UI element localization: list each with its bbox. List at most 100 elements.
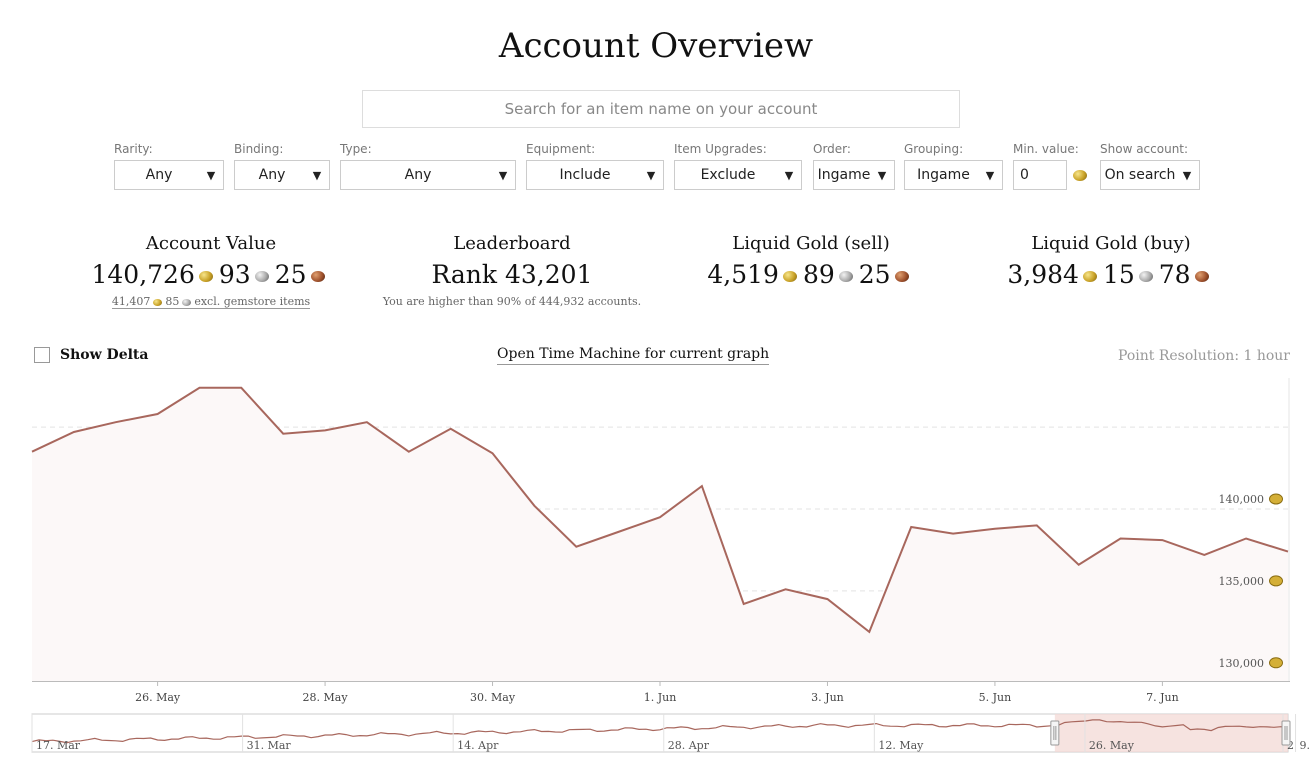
rarity-filter: Rarity: Any ▼ (114, 142, 224, 190)
time-machine-link[interactable]: Open Time Machine for current graph (497, 346, 770, 365)
liquid-gold-buy-amount: 3,984 15 78 (961, 260, 1261, 289)
filter-label: Show account: (1100, 142, 1189, 156)
chevron-down-icon: ▼ (646, 168, 656, 182)
navigator-tick-label: 2 (1287, 739, 1294, 752)
chevron-down-icon: ▼ (1182, 168, 1192, 182)
y-tick-text: 140,000 (1219, 493, 1265, 506)
gold-coin-icon (198, 271, 213, 282)
binding-select[interactable]: Any ▼ (234, 160, 330, 190)
show-delta-toggle[interactable]: Show Delta (34, 347, 148, 363)
x-tick-label: 1. Jun (644, 691, 677, 704)
y-tick-text: 130,000 (1219, 657, 1265, 670)
min-value-filter: Min. value: 0 (1013, 142, 1087, 190)
binding-filter: Binding: Any ▼ (234, 142, 330, 190)
excl-gemstore-link[interactable]: 41,407 85 excl. gemstore items (111, 295, 311, 309)
account-value-amount: 140,726 93 25 (61, 260, 361, 289)
order-filter: Order: Ingame ▼ (813, 142, 895, 190)
filter-label: Grouping: (904, 142, 964, 156)
gold-coin-icon (782, 271, 797, 282)
gold-coin-icon (1269, 657, 1283, 669)
filter-label: Order: (813, 142, 851, 156)
y-axis-labels: 130,000 135,000 140,000 (1219, 493, 1283, 670)
copper-coin-icon (894, 271, 909, 282)
show-account-select[interactable]: On search ▼ (1100, 160, 1200, 190)
copper-coin-icon (1194, 271, 1209, 282)
x-tick-label: 7. Jun (1146, 691, 1179, 704)
value-line (31, 386, 1289, 634)
handle-grip (1281, 720, 1291, 746)
filter-label: Item Upgrades: (674, 142, 767, 156)
navigator-tick-label: 17. Mar (36, 739, 81, 752)
navigator-right-handle[interactable] (1281, 720, 1291, 746)
x-tick-label: 5. Jun (979, 691, 1012, 704)
gold-coin-icon (1269, 493, 1283, 505)
navigator-tick-label: 31. Mar (247, 739, 292, 752)
navigator-tick-label: 9. Jun (1300, 739, 1312, 752)
min-value-input[interactable]: 0 (1013, 160, 1067, 190)
equipment-select[interactable]: Include ▼ (526, 160, 664, 190)
type-filter: Type: Any ▼ (340, 142, 516, 190)
navigator-tick-label: 14. Apr (457, 739, 499, 752)
gold-coin-icon (1269, 575, 1283, 587)
grouping-filter: Grouping: Ingame ▼ (904, 142, 1003, 190)
item-search-input[interactable] (362, 90, 960, 128)
chevron-down-icon: ▼ (985, 168, 995, 182)
show-delta-checkbox[interactable] (34, 347, 50, 363)
silver-coin-icon (838, 271, 853, 282)
show-account-filter: Show account: On search ▼ (1100, 142, 1200, 190)
gold-coin-icon (1073, 169, 1087, 181)
liquid-gold-sell-amount: 4,519 89 25 (661, 260, 961, 289)
value-area-fill (32, 387, 1288, 681)
liquid-gold-buy-heading: Liquid Gold (buy) (1031, 233, 1191, 254)
handle-grip (1050, 720, 1060, 746)
item-upgrades-select[interactable]: Exclude ▼ (674, 160, 802, 190)
account-value-chart[interactable]: 130,000 135,000 140,000 26. May 28. May 30. … (0, 370, 1312, 770)
filter-label: Min. value: (1013, 142, 1079, 156)
rarity-select[interactable]: Any ▼ (114, 160, 224, 190)
x-tick-label: 28. May (303, 691, 349, 704)
liquid-gold-buy-stat: Liquid Gold (buy) 3,984 15 78 (961, 233, 1261, 289)
chevron-down-icon: ▼ (312, 168, 322, 182)
chevron-down-icon: ▼ (877, 168, 887, 182)
x-tick-label: 3. Jun (811, 691, 844, 704)
gold-coin-icon (153, 298, 163, 306)
leaderboard-percentile: You are higher than 90% of 444,932 accou… (382, 295, 642, 308)
leaderboard-stat: Leaderboard Rank 43,201 You are higher t… (362, 233, 662, 308)
gold-coin-icon (1082, 271, 1097, 282)
liquid-gold-sell-stat: Liquid Gold (sell) 4,519 89 25 (661, 233, 961, 289)
silver-coin-icon (254, 271, 269, 282)
silver-coin-icon (1138, 271, 1153, 282)
copper-coin-icon (310, 271, 325, 282)
liquid-gold-sell-heading: Liquid Gold (sell) (732, 233, 890, 254)
order-select[interactable]: Ingame ▼ (813, 160, 895, 190)
account-value-heading: Account Value (145, 233, 277, 254)
chevron-down-icon: ▼ (498, 168, 508, 182)
chevron-down-icon: ▼ (206, 168, 216, 182)
account-value-stat: Account Value 140,726 93 25 41,407 85 excl. … (61, 233, 361, 309)
y-tick-text: 135,000 (1219, 575, 1265, 588)
y-tick-label: 130,000 (1219, 657, 1283, 670)
filter-label: Rarity: (114, 142, 153, 156)
filter-label: Equipment: (526, 142, 596, 156)
y-tick-label: 135,000 (1219, 575, 1283, 588)
navigator-tick-label: 12. May (878, 739, 924, 752)
x-tick-label: 30. May (470, 691, 516, 704)
navigator-tick-label: 28. Apr (668, 739, 710, 752)
navigator-tick-label: 26. May (1089, 739, 1135, 752)
chevron-down-icon: ▼ (784, 168, 794, 182)
filter-label: Binding: (234, 142, 284, 156)
equipment-filter: Equipment: Include ▼ (526, 142, 664, 190)
item-upgrades-filter: Item Upgrades: Exclude ▼ (674, 142, 802, 190)
grouping-select[interactable]: Ingame ▼ (904, 160, 1003, 190)
navigator-line (31, 719, 1289, 744)
page-title: Account Overview (498, 26, 814, 66)
silver-coin-icon (182, 298, 192, 306)
type-select[interactable]: Any ▼ (340, 160, 516, 190)
y-tick-label: 140,000 (1219, 493, 1283, 506)
leaderboard-rank: Rank 43,201 (431, 260, 593, 289)
show-delta-label: Show Delta (60, 347, 149, 363)
x-tick-label: 26. May (135, 691, 181, 704)
navigator-left-handle[interactable] (1050, 720, 1060, 746)
point-resolution-label: Point Resolution: 1 hour (1117, 348, 1290, 364)
